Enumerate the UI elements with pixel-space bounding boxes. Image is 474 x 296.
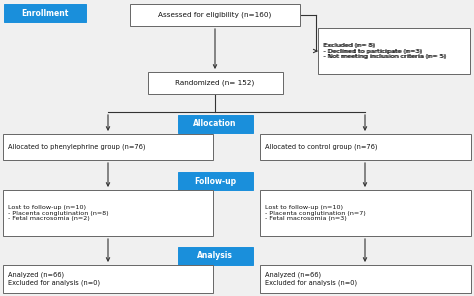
Text: Lost to follow-up (n=10)
- Placenta conglutination (n=8)
- Fetal macrosomia (n=2: Lost to follow-up (n=10) - Placenta cong… <box>8 205 109 221</box>
Text: Allocated to phenylephrine group (n=76): Allocated to phenylephrine group (n=76) <box>8 144 146 150</box>
Bar <box>130 4 300 26</box>
Text: Assessed for eligibility (n=160): Assessed for eligibility (n=160) <box>158 12 272 18</box>
Text: Enrollment: Enrollment <box>21 9 69 17</box>
Text: Follow-up: Follow-up <box>194 176 236 186</box>
Bar <box>3 190 213 236</box>
Bar <box>4 4 86 22</box>
Bar <box>260 190 471 236</box>
Bar <box>3 134 213 160</box>
Text: Allocated to control group (n=76): Allocated to control group (n=76) <box>265 144 377 150</box>
Text: Randomized (n= 152): Randomized (n= 152) <box>175 80 255 86</box>
Bar <box>148 72 283 94</box>
Text: Excluded (n= 8)
- Declined to participate (n=3)
- Not meeting inclusion criteria: Excluded (n= 8) - Declined to participat… <box>324 43 447 59</box>
Bar <box>178 172 253 190</box>
Text: Lost to follow-up (n=10)
- Placenta conglutination (n=7)
- Fetal macrosomia (n=3: Lost to follow-up (n=10) - Placenta cong… <box>265 205 366 221</box>
Text: Excluded (n= 8)
- Declined to participate (n=3)
- Not meeting inclusion criteria: Excluded (n= 8) - Declined to participat… <box>323 43 446 59</box>
Text: Analysis: Analysis <box>197 252 233 260</box>
Bar <box>318 28 470 74</box>
Bar <box>3 265 213 293</box>
Bar <box>178 247 253 265</box>
Text: Allocation: Allocation <box>193 120 237 128</box>
Text: Analyzed (n=66)
Excluded for analysis (n=0): Analyzed (n=66) Excluded for analysis (n… <box>8 272 100 286</box>
Text: Analyzed (n=66)
Excluded for analysis (n=0): Analyzed (n=66) Excluded for analysis (n… <box>265 272 357 286</box>
Bar <box>178 115 253 133</box>
Bar <box>260 134 471 160</box>
Bar <box>260 265 471 293</box>
